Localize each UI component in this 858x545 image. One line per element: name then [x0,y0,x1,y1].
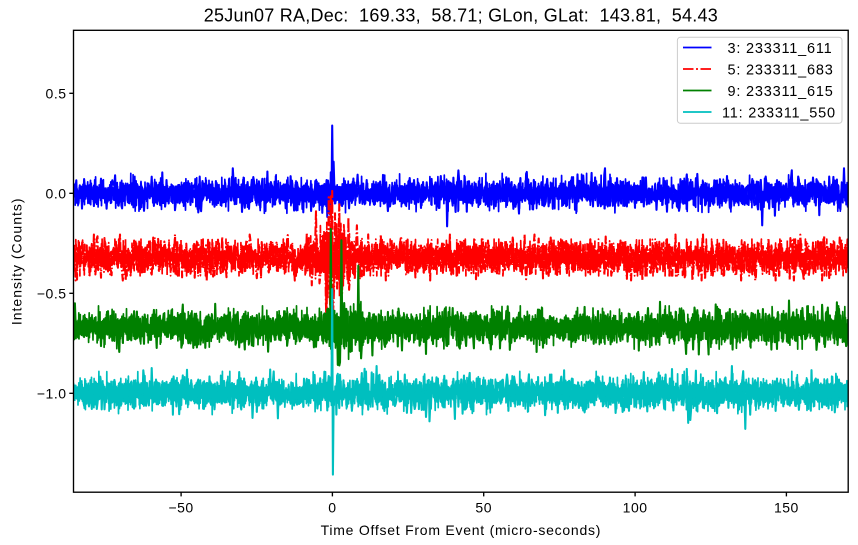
svg-text:5: 233311_683: 5: 233311_683 [728,63,834,79]
svg-text:0: 0 [328,499,336,515]
svg-text:Intensity (Counts): Intensity (Counts) [9,197,25,325]
svg-text:Time Offset From Event (micro-: Time Offset From Event (micro-seconds) [321,522,602,538]
svg-text:0.0: 0.0 [46,185,67,201]
svg-text:−0.5: −0.5 [37,285,67,301]
svg-text:11: 233311_550: 11: 233311_550 [722,106,836,122]
svg-text:−50: −50 [168,499,193,515]
svg-text:150: 150 [774,499,799,515]
svg-text:−1.0: −1.0 [37,385,67,401]
svg-text:3: 233311_611: 3: 233311_611 [728,41,833,57]
svg-text:100: 100 [623,499,648,515]
svg-text:0.5: 0.5 [46,85,67,101]
svg-text:9: 233311_615: 9: 233311_615 [728,84,834,100]
svg-text:25Jun07 RA,Dec: 169.33, 58.7: 25Jun07 RA,Dec: 169.33, 58.71; GLon, GLa… [204,5,718,25]
svg-text:50: 50 [475,499,492,515]
